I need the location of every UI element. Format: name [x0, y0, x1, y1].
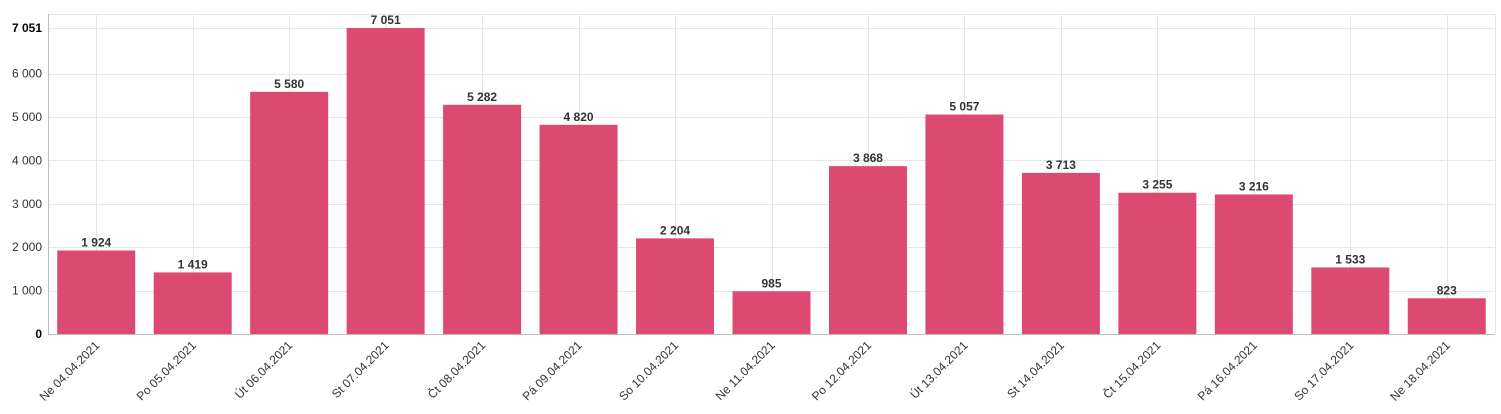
x-tick-label: Út 13.04.2021 — [907, 337, 971, 401]
bar[interactable] — [732, 291, 811, 334]
bar[interactable] — [828, 166, 907, 334]
x-tick-label: Čt 15.04.2021 — [1100, 337, 1164, 401]
x-axis-labels: Ne 04.04.2021 Po 05.04.2021 Út 06.04.2021 S… — [37, 337, 1453, 404]
x-tick-label: Čt 08.04.2021 — [424, 337, 488, 401]
x-tick-label: Pá 09.04.2021 — [520, 338, 585, 403]
bar-value-label: 1 419 — [178, 257, 208, 271]
bar-value-label: 3 713 — [1046, 158, 1076, 172]
x-tick-label: So 17.04.2021 — [1291, 338, 1356, 403]
bar[interactable] — [636, 238, 715, 334]
bars — [57, 28, 1486, 334]
bar-value-label: 3 255 — [1142, 178, 1172, 192]
x-tick-label: So 10.04.2021 — [616, 338, 681, 403]
y-axis-ticks: 0 1 000 2 000 3 000 4 000 5 000 6 000 7 051 — [12, 21, 42, 341]
bar-value-label: 3 216 — [1239, 179, 1269, 193]
y-tick-label: 3 000 — [12, 197, 42, 211]
bar-value-label: 2 204 — [660, 223, 690, 237]
bar[interactable] — [153, 272, 232, 334]
bar[interactable] — [1407, 298, 1486, 334]
x-tick-label: Út 06.04.2021 — [231, 337, 295, 401]
bar-value-label: 985 — [761, 276, 781, 290]
value-labels: 1 924 1 419 5 580 7 051 5 282 4 820 2 204 985 3 … — [81, 13, 1457, 297]
bar[interactable] — [1214, 194, 1293, 334]
bar-value-label: 1 924 — [81, 236, 111, 250]
y-tick-label: 6 000 — [12, 67, 42, 81]
y-tick-label: 2 000 — [12, 240, 42, 254]
bar[interactable] — [925, 114, 1004, 334]
x-tick-label: Ne 11.04.2021 — [713, 338, 778, 403]
y-tick-label: 1 000 — [12, 284, 42, 298]
y-tick-label: 5 000 — [12, 110, 42, 124]
bar[interactable] — [443, 104, 522, 334]
x-tick-label: Pá 16.04.2021 — [1195, 338, 1260, 403]
y-tick-label: 7 051 — [12, 21, 42, 35]
bar-value-label: 7 051 — [371, 13, 401, 27]
bar[interactable] — [346, 28, 425, 334]
bar[interactable] — [1311, 267, 1390, 334]
bar[interactable] — [250, 91, 329, 334]
x-tick-label: St 07.04.2021 — [329, 338, 392, 401]
bar[interactable] — [539, 124, 618, 334]
bar-value-label: 3 868 — [853, 151, 883, 165]
bar[interactable] — [57, 250, 136, 334]
x-tick-label: Ne 04.04.2021 — [37, 338, 103, 404]
bar-value-label: 4 820 — [564, 110, 594, 124]
bar-value-label: 5 282 — [467, 90, 497, 104]
bar-value-label: 1 533 — [1335, 252, 1365, 266]
x-tick-label: Po 12.04.2021 — [809, 338, 874, 403]
x-tick-label: Po 05.04.2021 — [134, 338, 199, 403]
x-tick-label: Ne 18.04.2021 — [1387, 338, 1453, 404]
bar[interactable] — [1021, 172, 1100, 334]
bar-value-label: 823 — [1437, 283, 1457, 297]
bar[interactable] — [1118, 192, 1197, 334]
x-tick-label: St 14.04.2021 — [1004, 338, 1067, 401]
y-tick-label: 0 — [35, 327, 42, 341]
y-tick-label: 4 000 — [12, 153, 42, 167]
bar-value-label: 5 057 — [949, 100, 979, 114]
bar-value-label: 5 580 — [274, 77, 304, 91]
